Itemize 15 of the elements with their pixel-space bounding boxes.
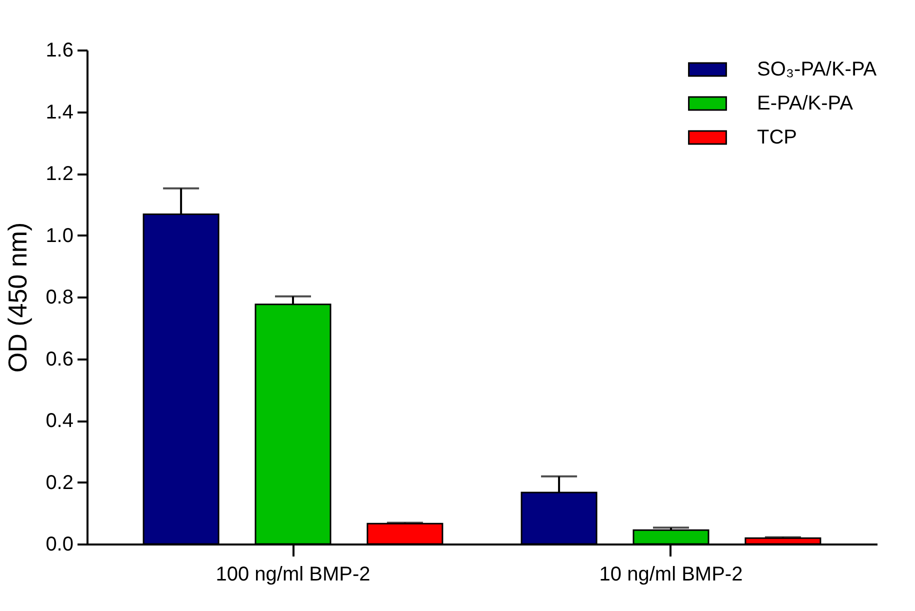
x-tick-label: 100 ng/ml BMP-2 — [216, 564, 370, 586]
y-tick-label: 0.8 — [46, 286, 74, 308]
legend-label: TCP — [757, 126, 797, 148]
y-tick-label: 1.6 — [46, 40, 74, 62]
y-tick-label: 0.6 — [46, 348, 74, 370]
y-tick-label: 1.0 — [46, 224, 74, 247]
y-tick-label: 0.0 — [46, 534, 74, 556]
legend-label: SO₃-PA/K-PA — [757, 58, 878, 80]
y-tick-label: 0.2 — [46, 472, 74, 494]
x-tick-label: 10 ng/ml BMP-2 — [599, 564, 743, 586]
y-tick-label: 1.2 — [46, 163, 74, 185]
y-tick-label: 1.4 — [46, 101, 74, 124]
y-axis-title: OD (450 nm) — [2, 222, 33, 373]
legend-label: E-PA/K-PA — [757, 92, 854, 114]
y-tick-label: 0.4 — [46, 410, 74, 432]
